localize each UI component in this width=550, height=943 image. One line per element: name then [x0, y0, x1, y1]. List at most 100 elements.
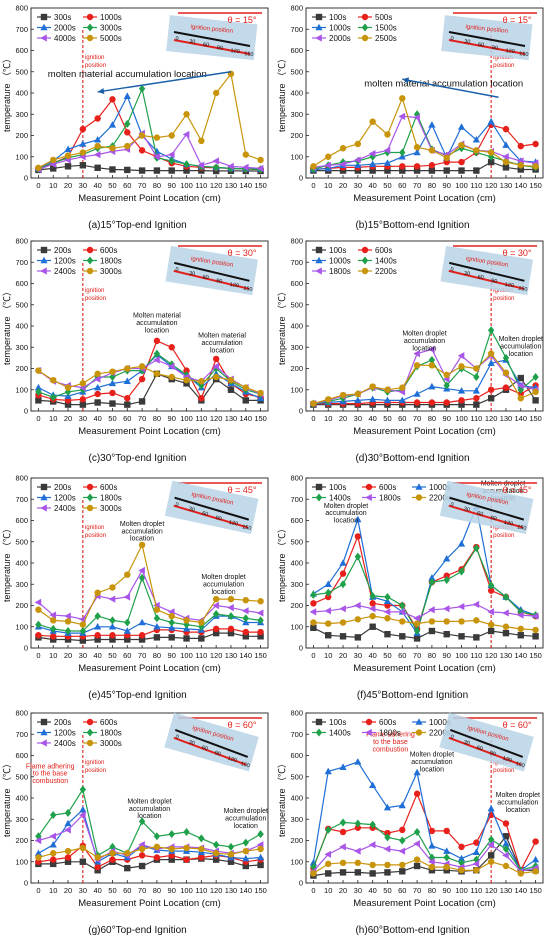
data-point	[198, 845, 205, 853]
x-tick-label: 150	[254, 651, 267, 660]
y-tick-label: 0	[24, 879, 28, 888]
data-point	[383, 146, 391, 154]
data-point	[473, 167, 480, 174]
series-line	[38, 164, 261, 172]
data-point	[124, 864, 131, 872]
data-point	[168, 157, 175, 165]
x-tick-label: 80	[153, 886, 161, 895]
data-point	[138, 862, 146, 870]
x-tick-label: 130	[225, 414, 238, 423]
data-point	[50, 624, 57, 633]
x-tick-label: 70	[138, 181, 146, 190]
x-tick-label: 90	[168, 651, 176, 660]
x-tick-label: 30	[79, 414, 87, 423]
legend-label: 1400s	[375, 257, 397, 266]
y-tick-label: 700	[290, 25, 303, 34]
inset-rail	[448, 31, 526, 47]
data-point	[153, 622, 161, 630]
y-tick-label: 600	[15, 46, 28, 55]
data-point	[242, 862, 249, 870]
data-point	[473, 401, 480, 408]
x-tick-label: 40	[368, 181, 376, 190]
legend-marker	[40, 23, 48, 31]
data-point	[256, 609, 264, 617]
data-point	[109, 632, 116, 639]
legend-marker	[40, 493, 48, 501]
data-point	[108, 379, 117, 387]
annotation: Molten material	[198, 333, 246, 340]
x-tick-label: 120	[210, 651, 223, 660]
legend-marker	[40, 504, 47, 512]
legend-label: 3000s	[100, 24, 122, 33]
data-point	[324, 767, 332, 775]
data-point	[339, 859, 347, 867]
series-line	[313, 359, 536, 405]
data-point	[339, 605, 346, 613]
data-point	[79, 858, 87, 865]
x-tick-label: 10	[324, 181, 332, 190]
x-tick-label: 30	[354, 651, 362, 660]
y-tick-label: 300	[15, 580, 28, 589]
x-axis-title: Measurement Point Location (cm)	[353, 193, 496, 204]
inset-board	[441, 15, 533, 61]
data-point	[212, 610, 220, 618]
data-point	[413, 614, 420, 622]
inset-tick: 150	[242, 524, 252, 532]
data-point	[487, 841, 494, 849]
legend-label: 600s	[379, 483, 396, 492]
x-tick-label: 80	[428, 181, 436, 190]
legend-label: 4000s	[54, 34, 76, 43]
data-point	[153, 167, 161, 174]
data-point	[242, 596, 249, 604]
data-point	[153, 153, 160, 161]
data-point	[517, 632, 524, 639]
y-tick-label: 200	[290, 364, 303, 373]
y-tick-label: 500	[15, 772, 28, 781]
data-point	[413, 167, 421, 174]
data-point	[473, 373, 480, 381]
data-point	[443, 630, 450, 638]
x-tick-label: 120	[210, 414, 223, 423]
legend-label: 3000s	[100, 739, 122, 748]
data-point	[198, 137, 205, 145]
data-point	[384, 615, 391, 622]
data-point	[384, 861, 391, 869]
panel-caption: (a)15°Top-end Ignition	[88, 220, 187, 231]
data-point	[339, 869, 347, 876]
data-point	[138, 366, 146, 375]
annotation: molten material accumulation location	[364, 79, 523, 90]
inset-rail	[449, 496, 525, 521]
data-point	[50, 165, 57, 172]
x-tick-label: 30	[79, 181, 87, 190]
data-point	[517, 166, 524, 173]
data-point	[457, 387, 466, 394]
data-point	[153, 337, 161, 345]
y-tick-label: 600	[15, 751, 28, 760]
x-tick-label: 80	[428, 651, 436, 660]
inset-tick: 120	[230, 48, 240, 55]
data-point	[413, 828, 421, 836]
series-line	[313, 112, 536, 170]
data-point	[473, 544, 480, 553]
data-point	[339, 559, 347, 566]
x-tick-label: 0	[36, 414, 40, 423]
data-point	[458, 633, 465, 640]
y-axis-title: temperature （℃）	[2, 759, 12, 837]
legend-label: 3000s	[100, 504, 122, 513]
data-point	[383, 159, 392, 166]
data-point	[472, 387, 480, 394]
data-point	[502, 851, 509, 859]
y-tick-label: 600	[290, 279, 303, 288]
data-point	[35, 854, 42, 861]
data-point	[183, 620, 190, 629]
data-point	[109, 636, 116, 643]
series-line	[313, 348, 536, 405]
legend-marker	[365, 493, 372, 502]
inset-tick: 150	[517, 524, 527, 532]
series-line	[313, 615, 536, 631]
data-point	[153, 843, 161, 851]
inset-schematic: ignition position 0 30 60 90 120 150 θ = 15°	[441, 12, 537, 61]
legend-label: 100s	[329, 13, 346, 22]
data-point	[458, 618, 465, 625]
y-tick-label: 700	[15, 495, 28, 504]
